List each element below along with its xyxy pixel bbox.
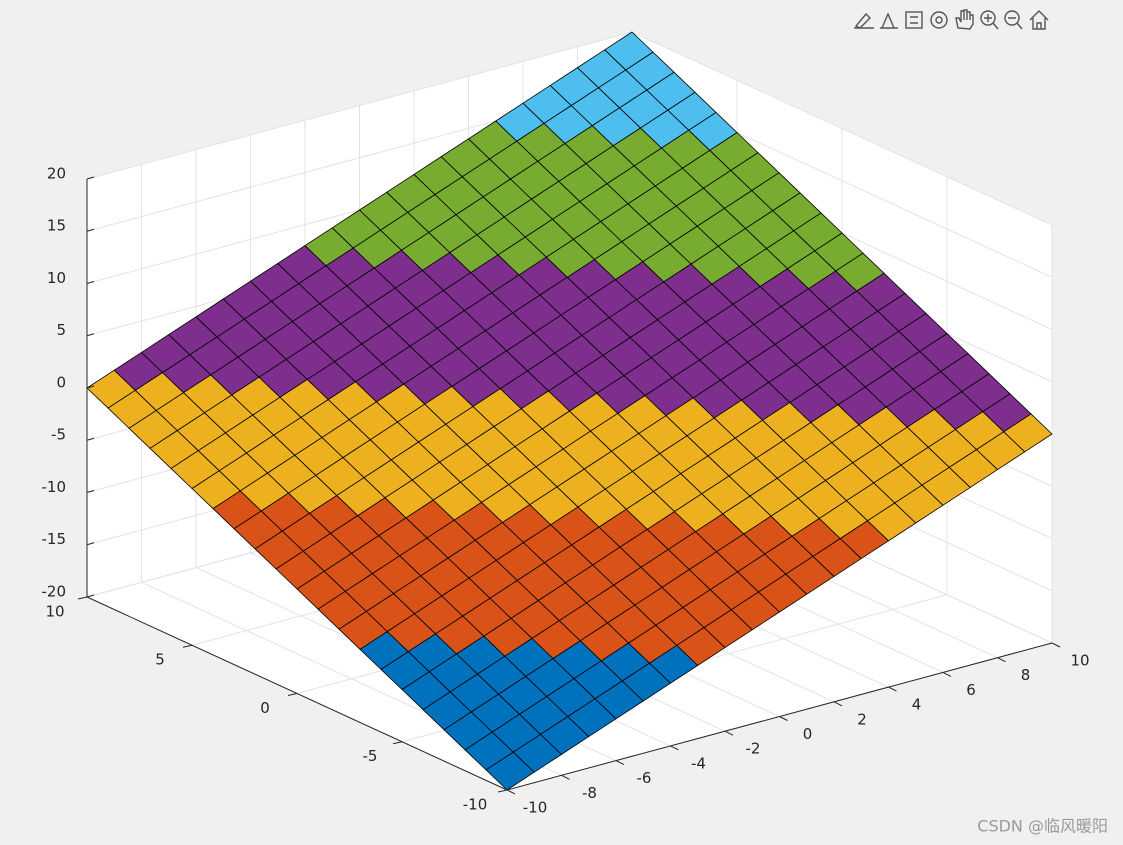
x-tick-label: 0 (803, 725, 813, 743)
x-tick (942, 671, 952, 677)
y-tick (392, 741, 403, 745)
y-tick-label: -10 (463, 795, 488, 813)
legend-tool[interactable] (905, 11, 923, 29)
y-tick (287, 693, 298, 696)
y-tick-label: 10 (45, 602, 64, 620)
z-tick-label: -15 (42, 530, 67, 548)
x-tick (561, 774, 570, 780)
x-tick (833, 701, 843, 707)
home-tool[interactable] (1029, 10, 1049, 30)
z-tick-label: 20 (47, 164, 66, 182)
x-tick-label: 6 (966, 681, 976, 699)
x-tick (1051, 642, 1061, 648)
surface-face (604, 31, 654, 71)
z-tick-label: -10 (42, 478, 67, 496)
x-tick (670, 745, 679, 751)
z-tick-label: 5 (56, 321, 66, 339)
x-tick (888, 686, 897, 692)
y-tick-label: 0 (260, 699, 270, 717)
x-tick (506, 789, 516, 795)
pan-tool[interactable] (955, 9, 974, 30)
y-tick-label: 5 (155, 651, 165, 669)
z-tick-label: 0 (56, 373, 66, 391)
x-tick (724, 730, 734, 736)
x-tick-label: 4 (912, 696, 922, 714)
watermark: CSDN @临风暖阳 (977, 817, 1108, 836)
data-cursor-tool[interactable] (880, 12, 898, 29)
y-tick (182, 644, 193, 648)
grid-line (86, 31, 633, 180)
x-tick-label: 8 (1021, 666, 1031, 684)
y-tick (77, 596, 88, 600)
z-tick-label: -20 (42, 582, 67, 600)
z-tick (86, 281, 95, 284)
brush-tool[interactable] (854, 12, 874, 29)
zoom-in-tool[interactable] (980, 10, 999, 30)
z-tick-label: 10 (47, 269, 66, 287)
z-tick (86, 333, 95, 337)
x-tick-label: -10 (523, 798, 548, 816)
grid-line (631, 31, 1053, 226)
z-tick (86, 542, 95, 546)
z-tick (86, 594, 95, 598)
x-tick-label: -8 (582, 784, 597, 802)
x-tick (615, 760, 625, 766)
x-tick-label: -6 (637, 769, 652, 787)
z-tick (86, 176, 95, 180)
x-tick (997, 657, 1006, 663)
z-tick-label: 15 (47, 217, 66, 235)
x-tick (779, 716, 788, 721)
x-tick-label: 2 (857, 710, 867, 728)
axes: -20-15-10-505101520-10-50510-10-8-6-4-20… (42, 31, 1090, 816)
y-tick-label: -5 (363, 747, 378, 765)
z-tick (86, 437, 95, 441)
x-tick-label: 10 (1070, 652, 1089, 670)
toolbar (854, 9, 1049, 30)
rotate-tool[interactable] (930, 11, 948, 29)
x-tick-label: -2 (746, 740, 761, 758)
zoom-out-tool[interactable] (1004, 10, 1023, 30)
z-tick (86, 385, 95, 389)
z-tick (86, 228, 95, 232)
z-tick (86, 490, 95, 493)
x-tick-label: -4 (691, 754, 706, 772)
y-tick (497, 789, 508, 793)
z-tick-label: -5 (51, 426, 66, 444)
